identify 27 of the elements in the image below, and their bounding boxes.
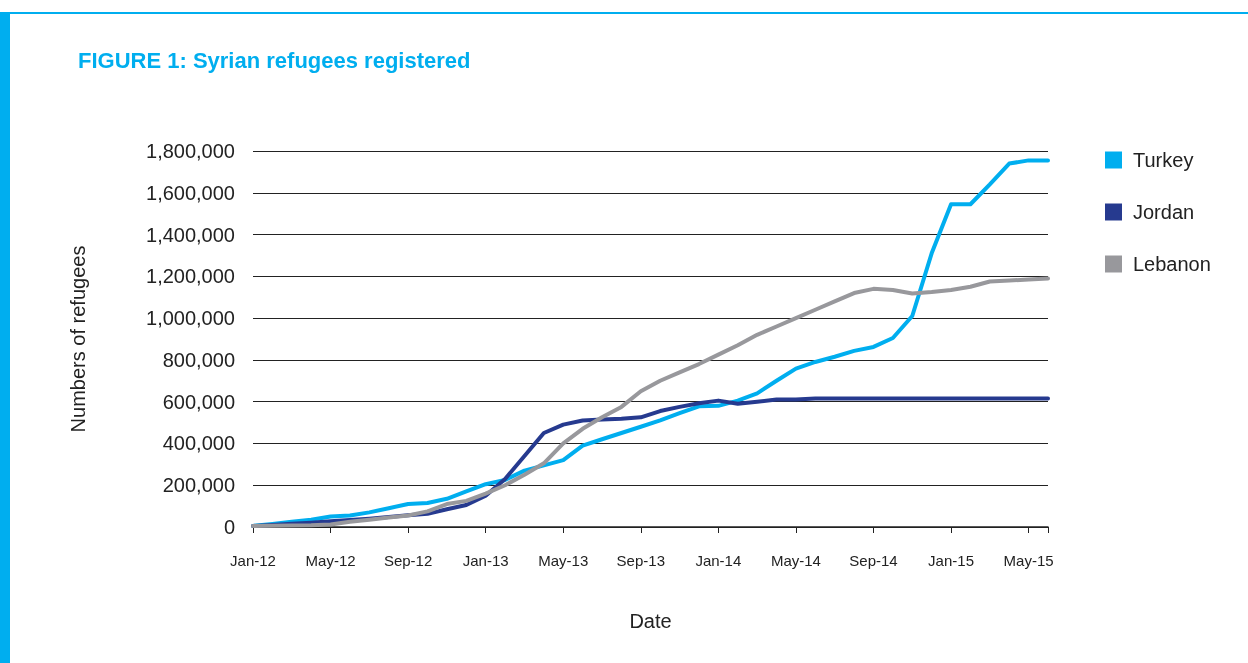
legend-label: Turkey [1133, 149, 1194, 171]
x-tick-label: May-14 [770, 552, 821, 569]
x-tick-label: Jan-15 [928, 552, 974, 569]
x-tick-label: May-15 [1003, 552, 1054, 569]
y-tick-label: 1,400,000 [146, 223, 235, 246]
chart-title: FIGURE 1: Syrian refugees registered [78, 47, 471, 73]
x-tick-label: Sep-14 [849, 552, 898, 569]
y-tick-label: 800,000 [162, 348, 235, 371]
x-tick-label: Jan-12 [230, 552, 276, 569]
x-tick-label: Jan-14 [695, 552, 742, 569]
legend-label: Jordan [1133, 201, 1195, 223]
x-tick-label: May-12 [305, 552, 356, 569]
y-tick-label: 1,200,000 [146, 265, 235, 288]
y-tick-label: 1,000,000 [146, 307, 235, 330]
x-tick-label: Jan-13 [462, 552, 509, 569]
y-tick-label: 400,000 [162, 432, 235, 455]
x-tick-label: Sep-12 [383, 552, 433, 569]
y-tick-label: 0 [223, 516, 235, 538]
x-tick-label: Sep-13 [616, 552, 665, 569]
y-tick-label: 1,600,000 [146, 181, 235, 204]
y-tick-label: 1,800,000 [146, 140, 235, 162]
x-axis-title: Date [629, 610, 672, 632]
y-axis-title: Numbers of refugees [67, 245, 89, 433]
x-tick-label: May-13 [538, 552, 589, 569]
legend-label: Lebanon [1133, 253, 1211, 275]
y-tick-label: 200,000 [162, 474, 235, 497]
y-tick-label: 600,000 [162, 390, 235, 413]
